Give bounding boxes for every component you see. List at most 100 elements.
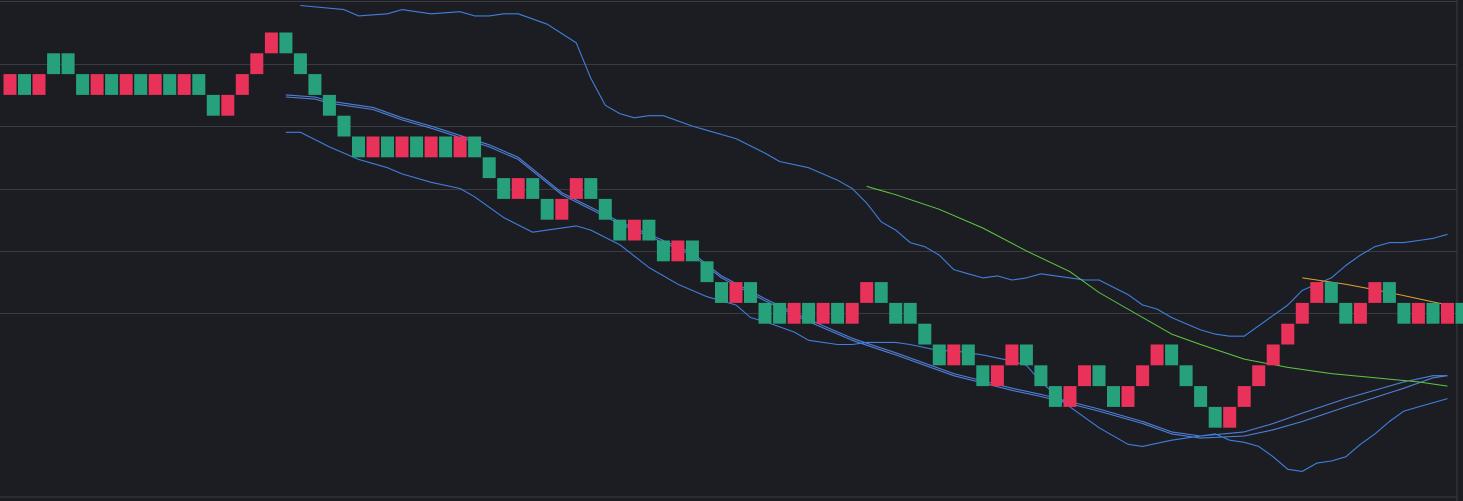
renko-brick-down bbox=[555, 198, 569, 220]
renko-brick-down bbox=[990, 365, 1004, 387]
green-line-line bbox=[866, 185, 1448, 387]
renko-brick-down bbox=[3, 74, 17, 95]
renko-brick-down bbox=[1237, 386, 1251, 407]
renko-brick-up bbox=[76, 74, 90, 95]
renko-brick-down bbox=[569, 178, 583, 199]
renko-brick-up bbox=[903, 302, 917, 324]
renko-brick-up bbox=[322, 94, 336, 116]
renko-brick-up bbox=[497, 178, 511, 199]
renko-brick-up bbox=[773, 302, 787, 324]
renko-brick-up bbox=[293, 53, 307, 75]
renko-brick-up bbox=[918, 323, 932, 345]
renko-brick-down bbox=[1368, 282, 1382, 303]
renko-brick-down bbox=[90, 74, 104, 95]
renko-brick-down bbox=[787, 302, 801, 324]
renko-brick-down bbox=[671, 240, 685, 262]
renko-brick-up bbox=[439, 136, 453, 158]
renko-brick-up bbox=[831, 302, 845, 324]
renko-bricks bbox=[3, 32, 1463, 428]
renko-brick-up bbox=[1107, 386, 1120, 407]
renko-brick-up bbox=[1324, 282, 1338, 303]
renko-brick-up bbox=[526, 178, 540, 199]
renko-brick-down bbox=[264, 32, 278, 54]
renko-brick-down bbox=[424, 136, 438, 158]
renko-brick-up bbox=[61, 53, 75, 75]
renko-brick-up bbox=[656, 240, 670, 262]
renko-brick-up bbox=[1034, 365, 1048, 387]
renko-brick-up bbox=[163, 74, 177, 95]
renko-brick-down bbox=[1310, 282, 1324, 303]
renko-brick-up bbox=[1397, 302, 1411, 324]
renko-brick-up bbox=[47, 53, 61, 75]
renko-brick-down bbox=[1252, 365, 1266, 387]
renko-brick-up bbox=[410, 136, 424, 158]
renko-brick-down bbox=[1136, 365, 1150, 387]
renko-brick-up bbox=[1339, 302, 1353, 324]
renko-brick-up bbox=[932, 344, 946, 366]
renko-brick-up bbox=[613, 219, 627, 241]
renko-brick-up bbox=[134, 74, 148, 95]
renko-brick-down bbox=[1411, 302, 1425, 324]
renko-brick-up bbox=[874, 282, 888, 303]
renko-brick-up bbox=[1092, 365, 1106, 387]
renko-brick-up bbox=[642, 219, 656, 241]
renko-brick-up bbox=[685, 240, 699, 262]
renko-brick-down bbox=[860, 282, 874, 303]
renko-brick-down bbox=[250, 53, 264, 75]
renko-brick-up bbox=[206, 94, 220, 116]
renko-brick-up bbox=[279, 32, 293, 54]
renko-brick-up bbox=[482, 157, 496, 179]
renko-brick-down bbox=[32, 74, 46, 95]
renko-brick-down bbox=[235, 74, 249, 95]
renko-brick-up bbox=[1019, 344, 1033, 366]
renko-brick-up bbox=[468, 136, 482, 158]
mid-a-line bbox=[285, 96, 1448, 439]
renko-brick-down bbox=[395, 136, 409, 158]
renko-brick-down bbox=[1295, 302, 1309, 324]
renko-brick-up bbox=[1048, 386, 1062, 407]
mid-b-line bbox=[285, 94, 1448, 437]
renko-brick-up bbox=[1208, 406, 1222, 428]
renko-brick-down bbox=[221, 94, 235, 116]
renko-brick-up bbox=[1382, 282, 1396, 303]
renko-brick-down bbox=[148, 74, 162, 95]
renko-brick-down bbox=[1281, 323, 1295, 345]
renko-brick-up bbox=[976, 365, 990, 387]
renko-brick-down bbox=[729, 282, 743, 303]
upper-band-line bbox=[300, 4, 1448, 337]
renko-brick-down bbox=[1150, 344, 1164, 366]
renko-brick-up bbox=[1194, 386, 1208, 407]
renko-brick-down bbox=[1005, 344, 1019, 366]
renko-brick-down bbox=[177, 74, 191, 95]
renko-brick-up bbox=[1179, 365, 1193, 387]
renko-brick-up bbox=[1165, 344, 1179, 366]
renko-brick-up bbox=[308, 74, 322, 95]
renko-brick-up bbox=[540, 198, 554, 220]
renko-brick-up bbox=[1455, 302, 1463, 324]
renko-brick-down bbox=[816, 302, 830, 324]
renko-brick-up bbox=[700, 261, 714, 283]
renko-brick-down bbox=[1078, 365, 1091, 387]
renko-brick-up bbox=[381, 136, 394, 158]
renko-brick-down bbox=[1353, 302, 1367, 324]
renko-brick-up bbox=[352, 136, 365, 158]
renko-brick-down bbox=[1063, 386, 1077, 407]
renko-brick-up bbox=[598, 198, 612, 220]
renko-brick-down bbox=[1121, 386, 1135, 407]
renko-brick-down bbox=[1223, 406, 1237, 428]
renko-brick-up bbox=[18, 74, 31, 95]
renko-brick-down bbox=[845, 302, 859, 324]
renko-brick-down bbox=[119, 74, 133, 95]
renko-brick-up bbox=[192, 74, 206, 95]
renko-brick-down bbox=[453, 136, 467, 158]
renko-brick-down bbox=[627, 219, 641, 241]
renko-brick-up bbox=[337, 115, 351, 137]
renko-brick-up bbox=[584, 178, 598, 199]
renko-brick-up bbox=[715, 282, 728, 303]
renko-brick-up bbox=[105, 74, 119, 95]
renko-brick-up bbox=[802, 302, 816, 324]
renko-brick-down bbox=[366, 136, 380, 158]
gridlines bbox=[0, 1, 1457, 314]
renko-brick-up bbox=[744, 282, 757, 303]
